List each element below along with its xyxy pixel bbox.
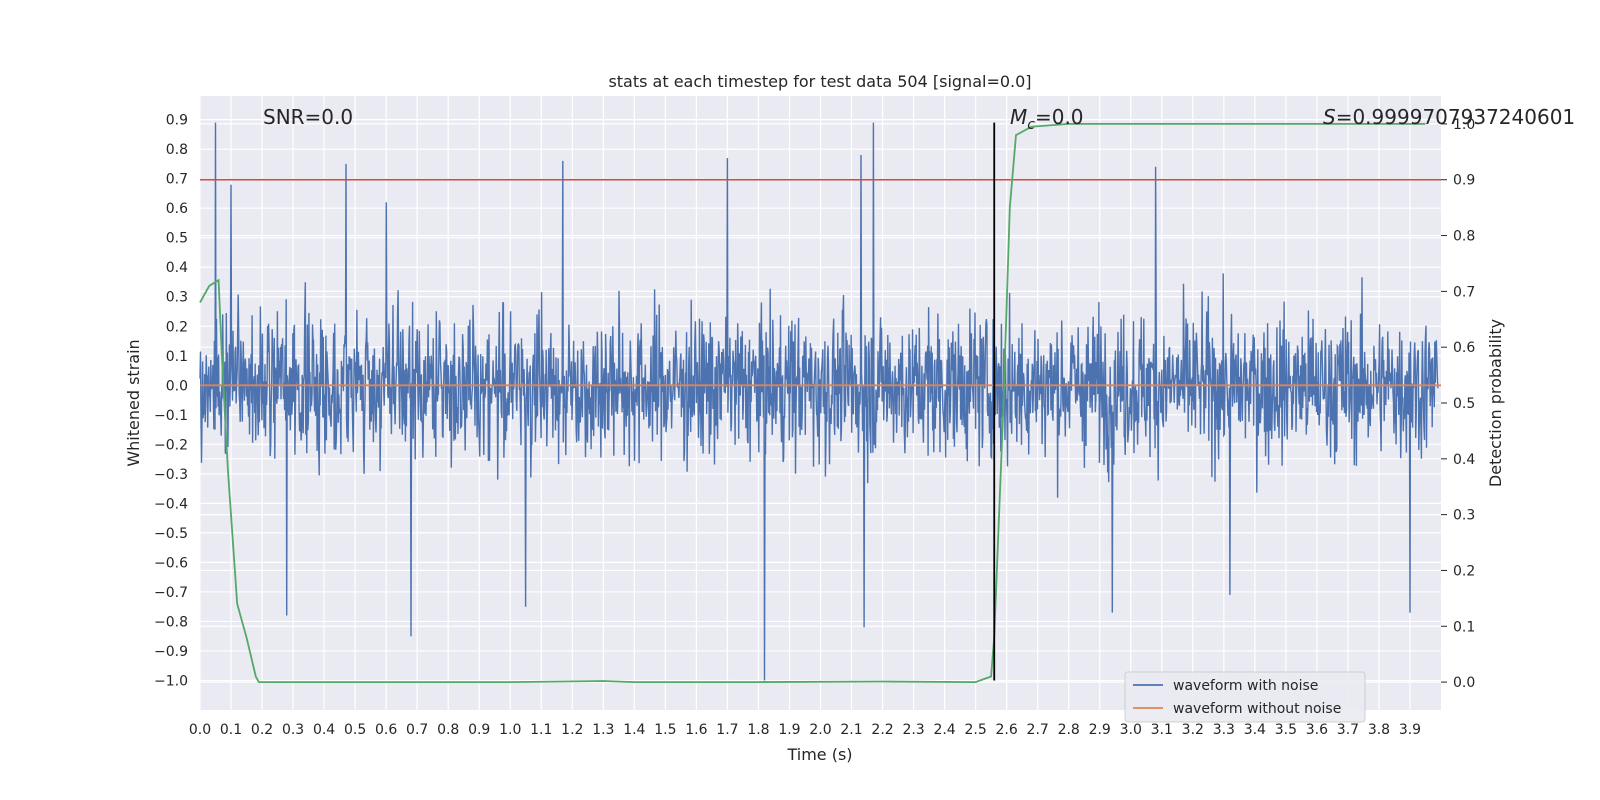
- legend-label-noise: waveform with noise: [1173, 678, 1318, 694]
- x-tick-label: 0.5: [344, 722, 366, 738]
- y2-tick-label: 0.5: [1453, 396, 1475, 412]
- y-tick-label: 0.5: [166, 231, 188, 247]
- legend-box: [1124, 671, 1366, 723]
- noise-waveform-path: [199, 122, 1439, 681]
- x-tick-label: 3.4: [1244, 722, 1266, 738]
- x-tick-label: 1.6: [685, 722, 707, 738]
- y-tick-label: 0.4: [166, 260, 188, 276]
- statistic-symbol: S: [1323, 105, 1336, 129]
- x-tick-label: 3.6: [1306, 722, 1328, 738]
- statistic-annotation: S=0.9999707937240601: [1323, 105, 1575, 129]
- statistic-value: =0.9999707937240601: [1336, 105, 1575, 129]
- y-tick-label: 0.6: [166, 201, 188, 217]
- y-tick-label: −0.8: [154, 614, 188, 630]
- x-tick-label: 3.0: [1120, 722, 1142, 738]
- x-tick-label: 3.7: [1337, 722, 1359, 738]
- x-tick-label: 2.5: [964, 722, 986, 738]
- x-tick-label: 3.5: [1275, 722, 1297, 738]
- y2-tick-label: 0.1: [1453, 619, 1475, 635]
- y-tick-label: 0.0: [166, 378, 188, 394]
- chirp-mass-symbol: M: [1010, 105, 1027, 129]
- x-tick-label: 1.0: [499, 722, 521, 738]
- x-tick-label: 0.3: [282, 722, 304, 738]
- x-tick-label: 2.2: [871, 722, 893, 738]
- y-tick-label: 0.3: [166, 290, 188, 306]
- x-tick-label: 0.6: [375, 722, 397, 738]
- legend-label-clean: waveform without noise: [1173, 701, 1341, 717]
- x-tick-label: 2.3: [902, 722, 924, 738]
- x-tick-label: 0.8: [437, 722, 459, 738]
- y2-tick-label: 0.8: [1453, 229, 1475, 245]
- y-tick-label: −0.1: [154, 408, 188, 424]
- y-tick-label: −1.0: [154, 673, 188, 689]
- x-axis-ticks: 0.0 0.1 0.2 0.3 0.4 0.5 0.6 0.7 0.8 0.9 1.0 1.1 1.2 1…: [189, 722, 1421, 738]
- chart-title: stats at each timestep for test data 504…: [608, 72, 1031, 91]
- y-tick-label: 0.8: [166, 142, 188, 158]
- legend: waveform with noise waveform without noi…: [1124, 671, 1366, 723]
- y2-tick-label: 0.6: [1453, 340, 1475, 356]
- x-tick-label: 2.7: [1027, 722, 1049, 738]
- x-tick-label: 1.1: [530, 722, 552, 738]
- y-axis-ticks: 0.9 0.8 0.7 0.6 0.5 0.4 0.3 0.2 0.1 0.0 −0.1 −0.2 −0…: [154, 113, 188, 690]
- x-tick-label: 3.2: [1182, 722, 1204, 738]
- x-tick-label: 0.7: [406, 722, 428, 738]
- y-tick-label: −0.5: [154, 526, 188, 542]
- x-tick-label: 2.0: [809, 722, 831, 738]
- snr-annotation: SNR=0.0: [263, 105, 353, 129]
- y-tick-label: 0.9: [166, 113, 188, 129]
- x-tick-label: 2.6: [996, 722, 1018, 738]
- x-tick-label: 1.5: [654, 722, 676, 738]
- x-tick-label: 2.9: [1089, 722, 1111, 738]
- x-tick-label: 1.9: [778, 722, 800, 738]
- y2-axis-label: Detection probability: [1486, 319, 1505, 487]
- x-tick-label: 0.9: [468, 722, 490, 738]
- y-tick-label: 0.7: [166, 172, 188, 188]
- y2-tick-label: 0.0: [1453, 675, 1475, 691]
- x-tick-label: 2.4: [933, 722, 955, 738]
- y2-tick-label: 0.2: [1453, 563, 1475, 579]
- y-tick-label: −0.7: [154, 585, 188, 601]
- y2-axis-ticks: 1.0 0.9 0.8 0.7 0.6 0.5 0.4 0.3 0.2 0.1 0.0: [1441, 117, 1475, 691]
- y-tick-label: −0.6: [154, 555, 188, 571]
- y2-tick-label: 0.9: [1453, 173, 1475, 189]
- chirp-mass-value: =0.0: [1035, 105, 1084, 129]
- y-tick-label: −0.9: [154, 644, 188, 660]
- y-tick-label: 0.1: [166, 349, 188, 365]
- chirp-mass-annotation: Mc=0.0: [1010, 105, 1084, 133]
- x-tick-label: 0.0: [189, 722, 211, 738]
- y-tick-label: −0.2: [154, 437, 188, 453]
- y2-tick-label: 0.7: [1453, 284, 1475, 300]
- x-tick-label: 3.8: [1368, 722, 1390, 738]
- y2-tick-label: 1.0: [1453, 117, 1475, 133]
- x-tick-label: 1.3: [592, 722, 614, 738]
- y-axis-label: Whitened strain: [124, 339, 143, 466]
- x-tick-label: 2.8: [1058, 722, 1080, 738]
- x-tick-label: 1.4: [623, 722, 645, 738]
- x-tick-label: 3.3: [1213, 722, 1235, 738]
- x-tick-label: 0.4: [313, 722, 335, 738]
- x-axis-label: Time (s): [786, 745, 852, 764]
- y2-tick-label: 0.3: [1453, 508, 1475, 524]
- y-tick-label: −0.4: [154, 496, 188, 512]
- x-tick-label: 1.2: [561, 722, 583, 738]
- grid-lines: [199, 96, 1441, 710]
- series-detection-probability: [199, 123, 1426, 684]
- series-waveform-with-noise: [199, 122, 1439, 681]
- x-tick-label: 1.8: [747, 722, 769, 738]
- x-tick-label: 0.2: [251, 722, 273, 738]
- x-tick-label: 3.1: [1151, 722, 1173, 738]
- y-tick-label: 0.2: [166, 319, 188, 335]
- x-tick-label: 0.1: [220, 722, 242, 738]
- x-tick-label: 3.9: [1399, 722, 1421, 738]
- x-tick-label: 2.1: [840, 722, 862, 738]
- y-tick-label: −0.3: [154, 467, 188, 483]
- chirp-mass-subscript: c: [1027, 117, 1035, 133]
- y2-tick-label: 0.4: [1453, 452, 1475, 468]
- x-tick-label: 1.7: [716, 722, 738, 738]
